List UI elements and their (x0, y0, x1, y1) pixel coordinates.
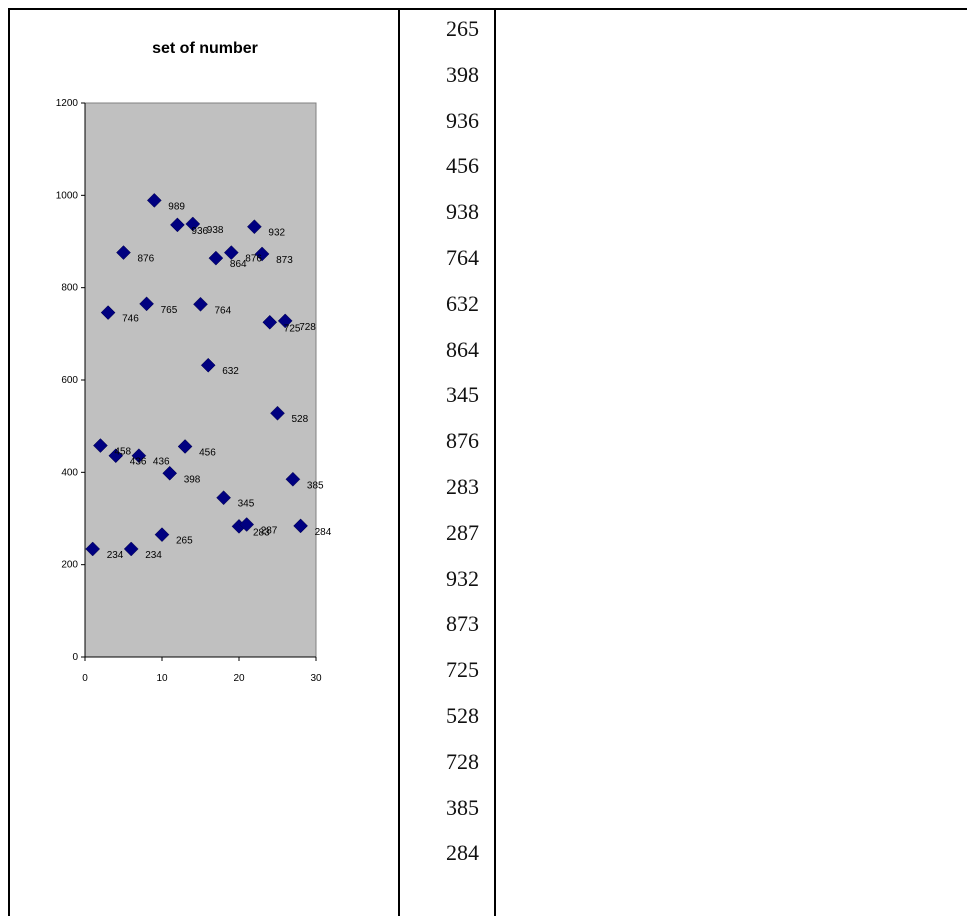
data-point (270, 405, 285, 421)
list-item: 398 (446, 61, 479, 87)
data-point (200, 357, 216, 373)
list-item: 876 (446, 428, 479, 454)
data-point (85, 541, 101, 557)
data-label: 398 (184, 474, 201, 485)
data-label: 385 (307, 480, 324, 491)
data-point (146, 193, 162, 208)
data-label: 873 (276, 255, 293, 266)
y-tick-label: 200 (61, 560, 78, 571)
data-point (100, 305, 116, 320)
list-item: 265 (446, 16, 479, 41)
column-divider-2 (494, 8, 496, 916)
list-item: 932 (446, 565, 479, 591)
data-point (193, 296, 208, 312)
data-point (216, 490, 231, 506)
data-label: 932 (268, 228, 285, 239)
axes: 0 200 400 600 800 1000 1200 0 10 20 30 (56, 98, 322, 684)
list-item: 283 (446, 474, 479, 499)
data-label: 345 (238, 499, 255, 510)
data-label: 234 (145, 550, 162, 561)
data-label: 284 (315, 527, 332, 538)
data-label: 287 (261, 526, 278, 537)
data-label: 765 (161, 305, 178, 316)
list-item: 528 (446, 703, 479, 728)
data-label: 283 (253, 527, 270, 538)
list-item: 728 (446, 748, 479, 774)
list-item: 287 (446, 519, 479, 545)
data-label: 456 (199, 447, 216, 458)
data-label: 265 (176, 536, 193, 547)
data-point (293, 518, 308, 534)
data-point (154, 527, 170, 543)
data-point (123, 541, 139, 557)
table-left-border (8, 8, 10, 916)
data-label: 876 (245, 254, 262, 265)
data-label: 864 (230, 259, 247, 270)
y-tick-label: 1000 (56, 190, 79, 201)
data-label: 725 (284, 323, 301, 334)
y-tick-label: 0 (72, 652, 78, 663)
data-point (247, 219, 262, 235)
data-point (108, 448, 124, 464)
data-point (262, 314, 278, 330)
data-label: 436 (130, 457, 147, 468)
data-point (93, 438, 108, 453)
data-point (177, 439, 193, 454)
data-points (85, 193, 308, 557)
data-label: 938 (207, 225, 224, 236)
data-point (277, 313, 293, 329)
x-tick-label: 30 (310, 673, 322, 684)
list-item: 764 (446, 245, 479, 270)
data-point (170, 217, 185, 233)
data-point (239, 517, 255, 532)
list-item: 632 (446, 290, 479, 316)
y-tick-label: 400 (61, 467, 78, 478)
data-point (131, 448, 147, 464)
data-point (162, 465, 178, 481)
y-tick-label: 800 (61, 283, 78, 294)
list-item: 284 (446, 840, 479, 866)
data-point (185, 216, 201, 232)
list-item: 385 (446, 794, 479, 820)
data-label: 458 (114, 447, 131, 458)
data-label: 746 (122, 314, 139, 325)
data-label: 989 (168, 201, 185, 212)
data-point (285, 471, 301, 487)
list-item: 938 (446, 199, 479, 225)
x-tick-label: 10 (156, 673, 168, 684)
list-item: 936 (446, 107, 479, 133)
data-label: 876 (138, 254, 155, 265)
data-label: 436 (153, 457, 170, 468)
list-item: 345 (446, 382, 479, 408)
data-label: 234 (107, 550, 124, 561)
x-tick-label: 20 (233, 673, 245, 684)
data-point (208, 250, 224, 266)
list-item: 864 (446, 336, 479, 362)
list-item: 456 (446, 153, 479, 179)
data-label: 528 (292, 414, 309, 425)
chart-title: set of number (152, 40, 258, 57)
data-point (116, 245, 131, 260)
list-item: 725 (446, 657, 479, 683)
y-tick-label: 600 (61, 375, 78, 386)
data-point (139, 296, 154, 312)
y-tick-label: 1200 (56, 98, 79, 109)
data-labels: 234 458 746 436 876 234 436 765 989 265 398 936 456 9… (107, 201, 332, 561)
scatter-chart: set of number 0 200 400 600 800 1000 1200 0 10 20… (56, 40, 332, 684)
column-divider-1 (398, 8, 400, 916)
data-label: 936 (191, 226, 208, 237)
plot-area (84, 102, 317, 658)
list-item: 873 (446, 611, 479, 637)
data-label: 632 (222, 366, 239, 377)
data-label: 764 (215, 305, 232, 316)
data-point (254, 246, 270, 262)
x-tick-label: 0 (82, 673, 88, 684)
table-top-border (10, 8, 967, 10)
data-label: 728 (299, 322, 316, 333)
data-point (223, 245, 239, 260)
